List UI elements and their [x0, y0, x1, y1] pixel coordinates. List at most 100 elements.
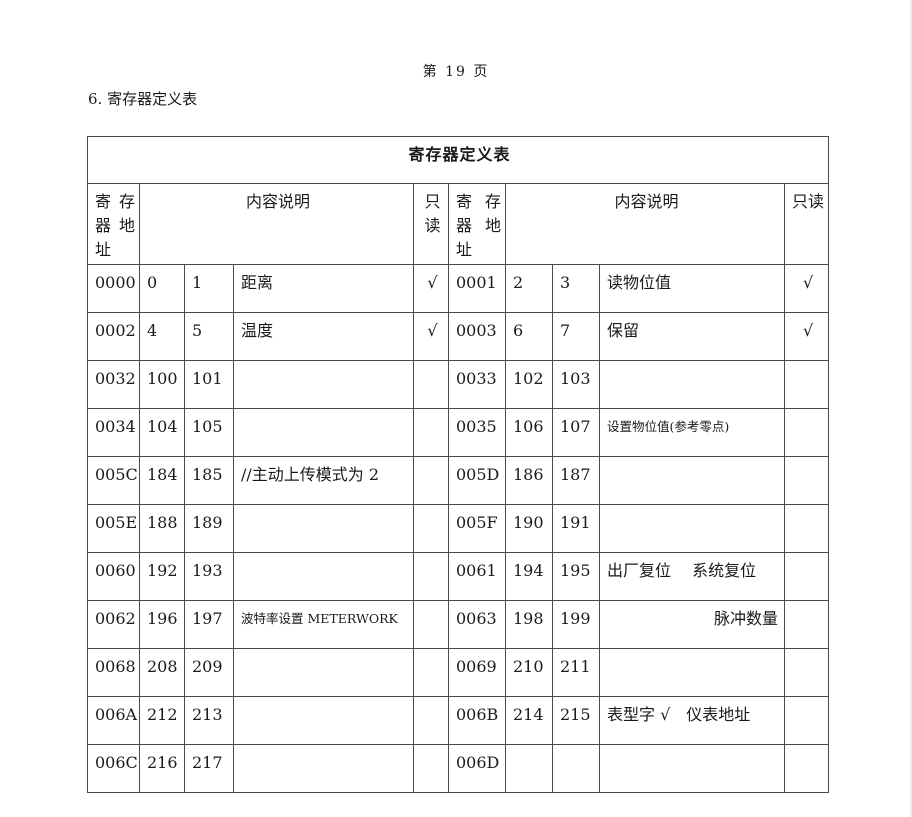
cell-address: 0001 — [448, 264, 506, 313]
table-title-row: 寄存器定义表 — [86, 136, 830, 184]
cell-readonly — [413, 648, 449, 697]
cell-readonly — [413, 744, 449, 793]
cell-address: 0035 — [448, 408, 506, 457]
cell-readonly — [413, 456, 449, 505]
cell-byte-lo: 196 — [139, 600, 185, 649]
page-number: 第 19 页 — [422, 64, 490, 80]
cell-address: 0061 — [448, 552, 506, 601]
cell-address: 0000 — [87, 264, 140, 313]
table-row: 0060 192 193 0061 194 195 出厂复位 系统复位 — [87, 552, 830, 601]
cell-description: 表型字 √ 仪表地址 — [599, 696, 785, 745]
cell-byte-lo: 2 — [505, 264, 553, 313]
cell-byte-lo — [505, 744, 553, 793]
cell-readonly — [413, 360, 449, 409]
header-readonly-left: 只读 — [413, 183, 449, 265]
table-header-row: 寄存器地址 内容说明 只读 寄存器地址 内容说明 只读 — [87, 183, 830, 265]
cell-description: 保留 — [599, 312, 785, 361]
cell-byte-hi: 3 — [552, 264, 600, 313]
cell-description: 读物位值 — [599, 264, 785, 313]
cell-byte-lo: 208 — [139, 648, 185, 697]
cell-address: 0062 — [87, 600, 140, 649]
header-readonly-right: 只读 — [783, 183, 830, 265]
cell-address: 0032 — [87, 360, 140, 409]
cell-byte-hi: 193 — [184, 552, 234, 601]
header-address-left: 寄存器地址 — [87, 183, 140, 265]
table-row: 0068 208 209 0069 210 211 — [87, 648, 830, 697]
cell-description — [599, 504, 785, 553]
cell-byte-lo: 100 — [139, 360, 185, 409]
cell-byte-hi: 107 — [552, 408, 600, 457]
cell-byte-hi — [552, 744, 600, 793]
cell-byte-lo: 214 — [505, 696, 553, 745]
cell-byte-hi: 191 — [552, 504, 600, 553]
cell-readonly — [783, 696, 830, 745]
cell-readonly — [413, 696, 449, 745]
cell-byte-lo: 6 — [505, 312, 553, 361]
table-row: 0032 100 101 0033 102 103 — [87, 360, 830, 409]
cell-description — [233, 552, 414, 601]
cell-byte-hi: 213 — [184, 696, 234, 745]
cell-readonly — [783, 360, 830, 409]
cell-address: 0003 — [448, 312, 506, 361]
table-row: 005C 184 185//主动上传模式为 2 005D 186 187 — [87, 456, 830, 505]
cell-byte-hi: 185 — [184, 456, 234, 505]
cell-byte-lo: 106 — [505, 408, 553, 457]
cell-description — [599, 744, 785, 793]
cell-byte-hi: 211 — [552, 648, 600, 697]
page-right-edge — [910, 0, 912, 817]
cell-byte-lo: 198 — [505, 600, 553, 649]
cell-description — [599, 456, 785, 505]
cell-address: 006C — [87, 744, 140, 793]
cell-readonly — [413, 600, 449, 649]
cell-byte-hi: 215 — [552, 696, 600, 745]
cell-description: 脉冲数量 — [599, 600, 785, 649]
cell-byte-lo: 192 — [139, 552, 185, 601]
cell-byte-hi: 197 — [184, 600, 234, 649]
cell-readonly: √ — [783, 264, 830, 313]
cell-address: 0063 — [448, 600, 506, 649]
cell-byte-lo: 4 — [139, 312, 185, 361]
cell-description — [599, 648, 785, 697]
cell-address: 0068 — [87, 648, 140, 697]
cell-readonly — [783, 552, 830, 601]
section-heading: 6. 寄存器定义表 — [88, 90, 198, 108]
table-title: 寄存器定义表 — [86, 136, 830, 184]
cell-byte-lo: 104 — [139, 408, 185, 457]
cell-byte-lo: 210 — [505, 648, 553, 697]
table-row: 006C 216 217 006D — [87, 744, 830, 793]
cell-description: 波特率设置 METERWORK — [233, 600, 414, 649]
cell-byte-lo: 212 — [139, 696, 185, 745]
cell-description: 出厂复位 系统复位 — [599, 552, 785, 601]
cell-address: 005F — [448, 504, 506, 553]
table-row: 0002 4 5 温度 √ 0003 6 7 保留 √ — [87, 312, 830, 361]
cell-readonly — [413, 552, 449, 601]
table-row: 0000 0 1 距离 √ 0001 2 3 读物位值 √ — [87, 264, 830, 313]
cell-byte-lo: 194 — [505, 552, 553, 601]
cell-description — [233, 408, 414, 457]
cell-readonly — [413, 408, 449, 457]
cell-readonly — [783, 600, 830, 649]
cell-address: 006A — [87, 696, 140, 745]
cell-byte-lo: 188 — [139, 504, 185, 553]
cell-byte-lo: 190 — [505, 504, 553, 553]
cell-byte-lo: 216 — [139, 744, 185, 793]
cell-readonly — [783, 408, 830, 457]
cell-address: 0060 — [87, 552, 140, 601]
cell-description — [599, 360, 785, 409]
cell-byte-hi: 101 — [184, 360, 234, 409]
cell-readonly — [413, 504, 449, 553]
header-description-right: 内容说明 — [505, 183, 785, 265]
cell-description — [233, 648, 414, 697]
cell-address: 0002 — [87, 312, 140, 361]
cell-readonly — [783, 648, 830, 697]
cell-address: 005E — [87, 504, 140, 553]
cell-byte-hi: 189 — [184, 504, 234, 553]
cell-readonly: √ — [413, 312, 449, 361]
cell-address: 0033 — [448, 360, 506, 409]
cell-address: 0034 — [87, 408, 140, 457]
cell-address: 0069 — [448, 648, 506, 697]
cell-description — [233, 360, 414, 409]
table-row: 005E 188 189 005F 190 191 — [87, 504, 830, 553]
cell-byte-hi: 103 — [552, 360, 600, 409]
cell-byte-lo: 186 — [505, 456, 553, 505]
